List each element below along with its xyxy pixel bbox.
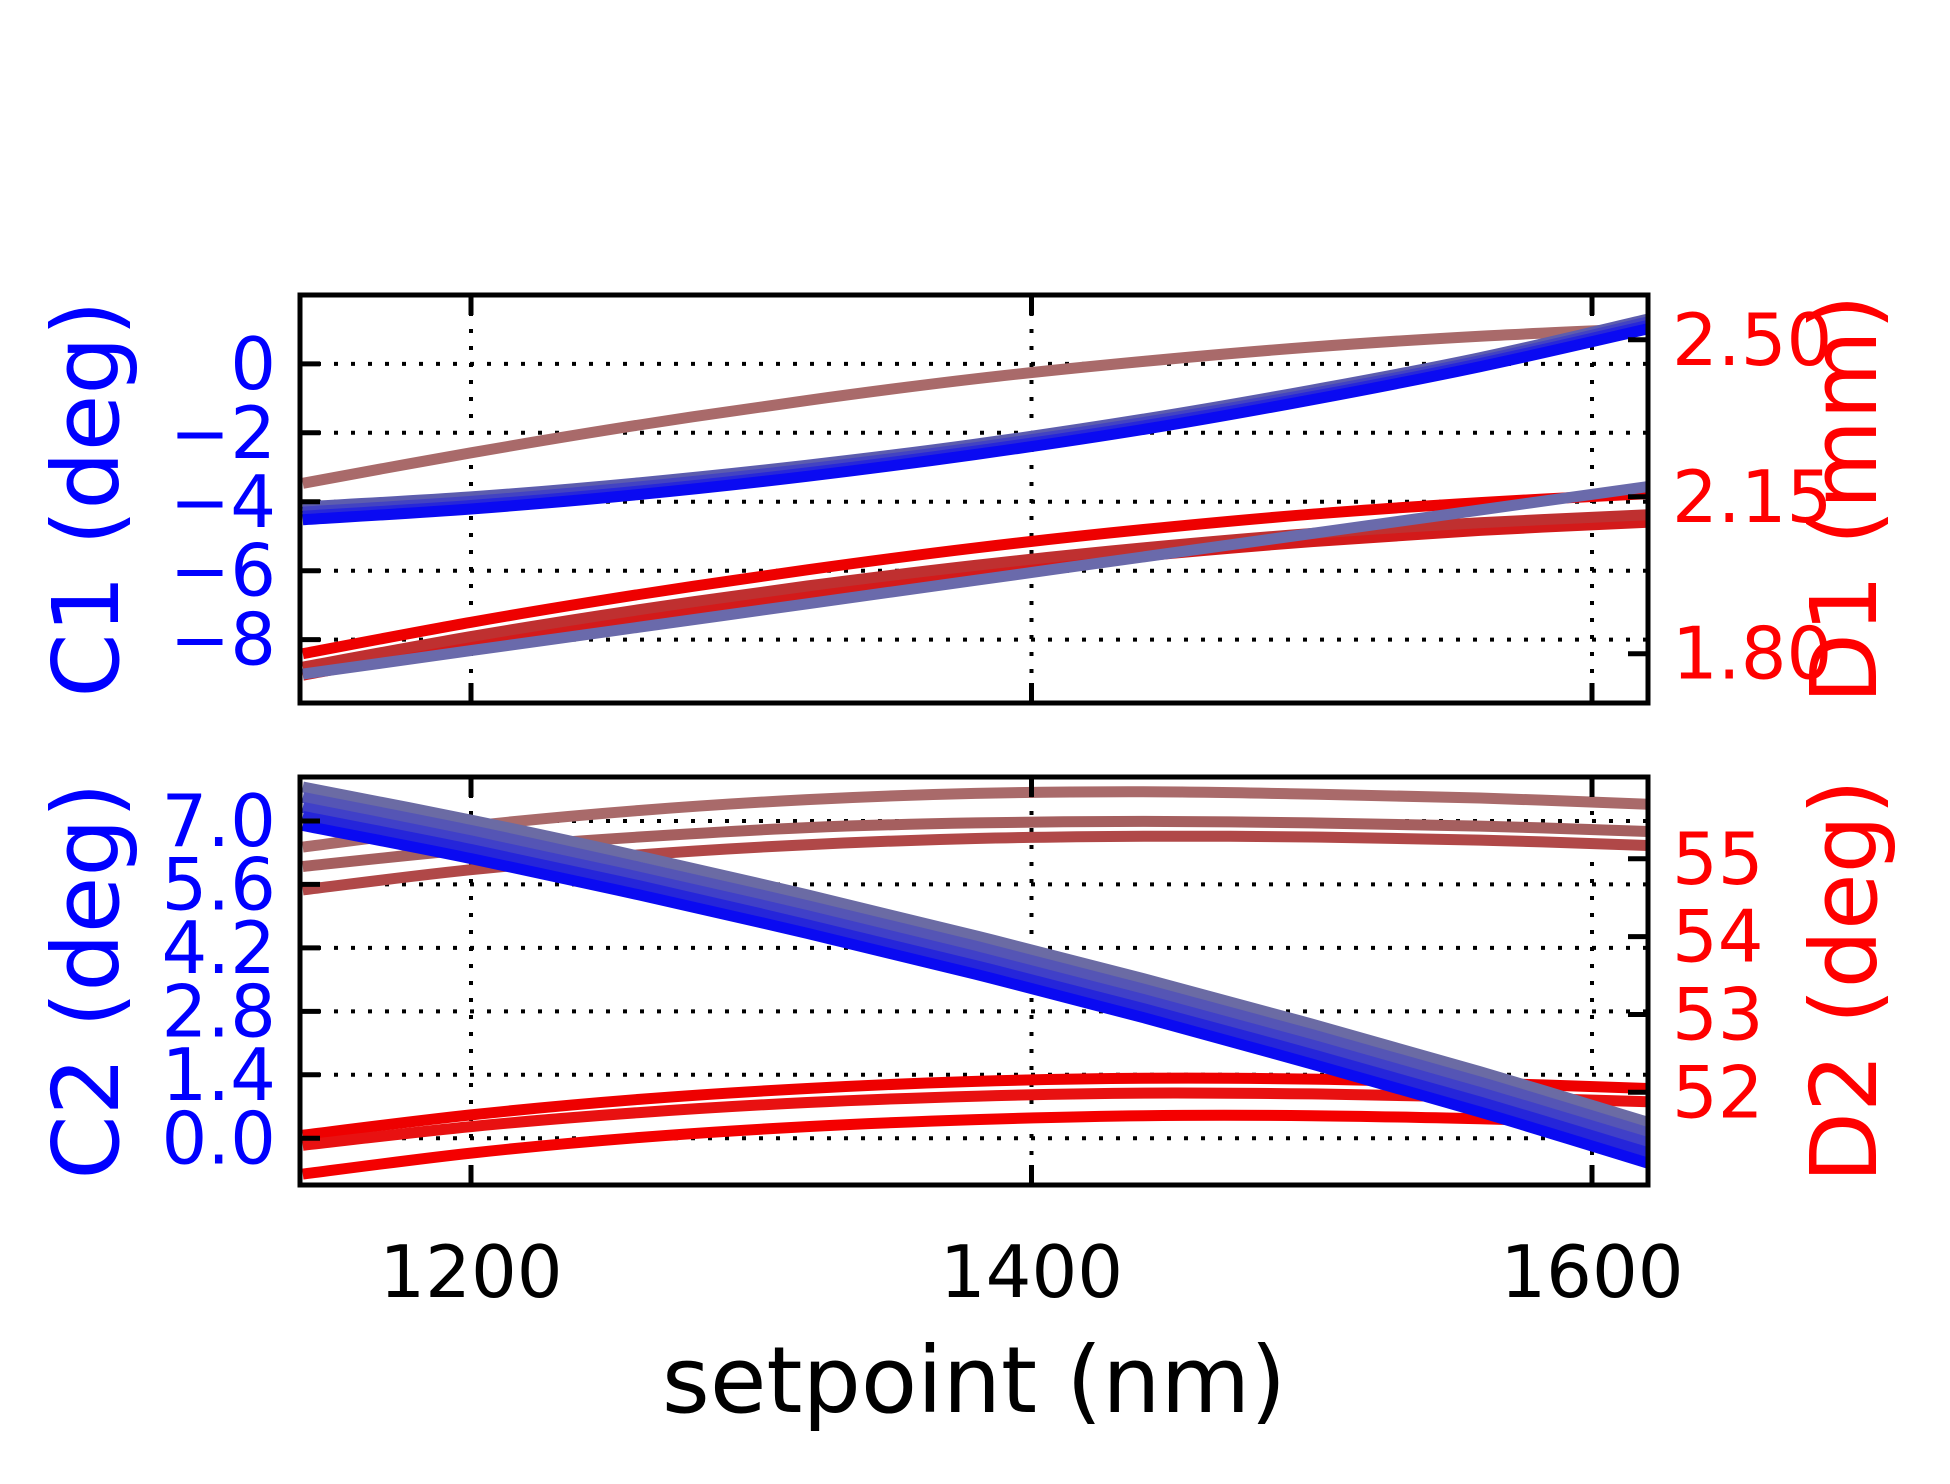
right-tick-label: 2.50 — [1672, 298, 1832, 382]
C1-blue-1-curve — [302, 323, 1648, 526]
C2-blue-3-curve — [301, 802, 1648, 1149]
plots-group: 0−2−4−6−8 2.50 2.15 1.80 7.05.64.22.81.40.0 5… — [161, 292, 1832, 1314]
right-tick-label: 2.15 — [1672, 455, 1832, 539]
x-tick-label: 1200 — [379, 1230, 562, 1314]
D2-brown-1-curve — [302, 786, 1648, 853]
ticks — [300, 295, 1648, 703]
C2-blue-1-curve — [301, 820, 1648, 1169]
left-tick-label: −2 — [170, 391, 276, 475]
C2-blue-5-curve — [301, 781, 1648, 1128]
right-tick-label: 54 — [1672, 895, 1764, 979]
C2-blue-4-curve — [301, 792, 1648, 1139]
left-tick-label: 1.4 — [161, 1033, 276, 1117]
C1-blue-4-curve — [302, 313, 1648, 513]
C1-slate-curve — [302, 481, 1648, 680]
left-tick-label: −6 — [170, 529, 276, 613]
curves — [301, 781, 1648, 1180]
right-tick-label: 1.80 — [1672, 612, 1832, 696]
top-plot: 0−2−4−6−8 2.50 2.15 1.80 — [170, 292, 1832, 706]
x-tick-label: 1600 — [1500, 1230, 1683, 1314]
c1-axis-label: C1 (deg) — [33, 300, 140, 697]
d1-axis-label: D1 (mm) — [1791, 294, 1898, 704]
left-tick-label: 2.8 — [161, 969, 276, 1053]
left-tick-label: 0 — [230, 322, 276, 406]
axes-frame — [297, 774, 1651, 1188]
D1-brown-curve — [301, 323, 1648, 489]
left-tick-label: 0.0 — [161, 1096, 276, 1180]
D1-red-1-curve — [301, 488, 1648, 660]
C2-blue-2-curve — [301, 811, 1648, 1159]
left-tick-label: 5.6 — [161, 842, 276, 926]
curves — [301, 313, 1648, 681]
left-tick-label: 4.2 — [161, 906, 276, 990]
D2-red-3-curve — [302, 1109, 1648, 1180]
x-tick-label: 1400 — [940, 1230, 1123, 1314]
left-tick-label: 7.0 — [161, 779, 276, 863]
C1-blue-3-curve — [302, 316, 1648, 518]
left-tick-label: −8 — [170, 598, 276, 682]
left-tick-label: −4 — [170, 460, 276, 544]
d2-axis-label: D2 (deg) — [1791, 779, 1898, 1183]
right-tick-label: 53 — [1672, 973, 1764, 1057]
D1-red-2-curve — [301, 516, 1648, 681]
right-tick-label: 52 — [1672, 1050, 1764, 1134]
C1-blue-2-curve — [302, 319, 1648, 522]
ticks — [300, 777, 1648, 1185]
c2-axis-label: C2 (deg) — [33, 782, 140, 1179]
x-axis-label: setpoint (nm) — [662, 1327, 1286, 1434]
D1-firebrick-curve — [301, 509, 1648, 673]
right-tick-label: 55 — [1672, 817, 1764, 901]
